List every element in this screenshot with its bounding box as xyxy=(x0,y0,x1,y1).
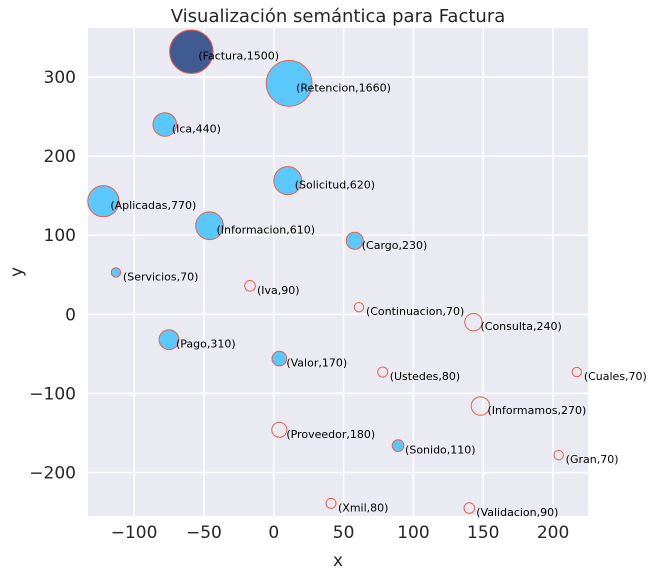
data-point-factura xyxy=(169,29,214,74)
point-label-solicitud: (Solicitud,620) xyxy=(295,179,375,192)
x-tick-label: 100 xyxy=(397,523,429,543)
point-label-gran: (Gran,70) xyxy=(566,453,619,466)
y-tick-label: −200 xyxy=(29,463,76,483)
point-label-iva: (Iva,90) xyxy=(257,284,300,297)
data-point-sonido xyxy=(391,439,405,452)
x-axis-label: x xyxy=(333,551,343,571)
point-label-cargo: (Cargo,230) xyxy=(362,239,428,252)
data-point-aplicadas xyxy=(87,185,120,218)
data-point-retencion xyxy=(265,59,313,107)
x-tick-label: 200 xyxy=(537,523,569,543)
y-tick-label: 100 xyxy=(44,226,76,246)
point-label-informamos: (Informamos,270) xyxy=(487,404,586,417)
point-label-factura: (Factura,1500) xyxy=(198,50,279,63)
data-point-valor xyxy=(271,350,288,367)
data-point-proveedor xyxy=(271,421,288,438)
point-label-xmil: (Xmil,80) xyxy=(338,501,388,514)
point-label-sonido: (Sonido,110) xyxy=(405,444,476,457)
data-point-pago xyxy=(158,329,180,351)
data-point-cargo xyxy=(345,231,364,250)
data-point-xmil xyxy=(325,497,337,509)
plot-background xyxy=(88,28,588,516)
y-tick-label: 0 xyxy=(65,305,76,325)
x-tick-label: −100 xyxy=(111,523,158,543)
point-label-validacion: (Validacion,90) xyxy=(476,506,558,519)
data-point-informacion xyxy=(195,211,224,241)
point-label-proveedor: (Proveedor,180) xyxy=(286,428,375,441)
point-label-retencion: (Retencion,1660) xyxy=(296,81,391,94)
point-label-aplicadas: (Aplicadas,770) xyxy=(110,199,196,212)
data-point-servicios xyxy=(110,267,122,278)
data-point-ustedes xyxy=(377,366,389,378)
data-points xyxy=(87,29,583,514)
x-tick-label: 0 xyxy=(268,523,279,543)
point-label-pago: (Pago,310) xyxy=(176,338,236,351)
y-tick-label: 300 xyxy=(44,68,76,88)
data-point-continuacion xyxy=(353,301,365,313)
data-point-solicitud xyxy=(273,166,303,196)
y-axis-label: y xyxy=(7,267,27,277)
data-point-consulta xyxy=(464,313,483,332)
point-label-valor: (Valor,170) xyxy=(286,357,347,370)
point-label-servicios: (Servicios,70) xyxy=(123,270,198,283)
point-label-cuales: (Cuales,70) xyxy=(584,370,647,383)
y-tick-label: −100 xyxy=(29,384,76,404)
point-label-ica: (Ica,440) xyxy=(172,122,221,135)
point-label-ustedes: (Ustedes,80) xyxy=(390,370,460,383)
x-tick-labels: −100 −50 0 50 100 150 200 xyxy=(111,523,570,543)
data-point-iva xyxy=(244,280,256,292)
grid-lines xyxy=(88,28,588,516)
data-point-informamos xyxy=(470,396,491,416)
point-label-continuacion: (Continuacion,70) xyxy=(366,305,464,318)
data-point-ica xyxy=(152,112,178,137)
y-tick-labels: −200 −100 0 100 200 300 xyxy=(29,68,76,483)
x-tick-label: −50 xyxy=(186,523,222,543)
x-tick-label: 50 xyxy=(333,523,355,543)
point-label-informacion: (Informacion,610) xyxy=(217,224,315,237)
x-tick-label: 150 xyxy=(467,523,499,543)
data-point-validacion xyxy=(463,502,476,514)
point-label-consulta: (Consulta,240) xyxy=(480,320,561,333)
chart-title: Visualización semántica para Factura xyxy=(171,6,506,27)
y-tick-label: 200 xyxy=(44,147,76,167)
data-point-cuales xyxy=(571,366,583,378)
data-point-gran xyxy=(553,449,564,461)
point-labels: (Factura,1500) (Retencion,1660) (Ica,440) (… xyxy=(110,50,646,519)
